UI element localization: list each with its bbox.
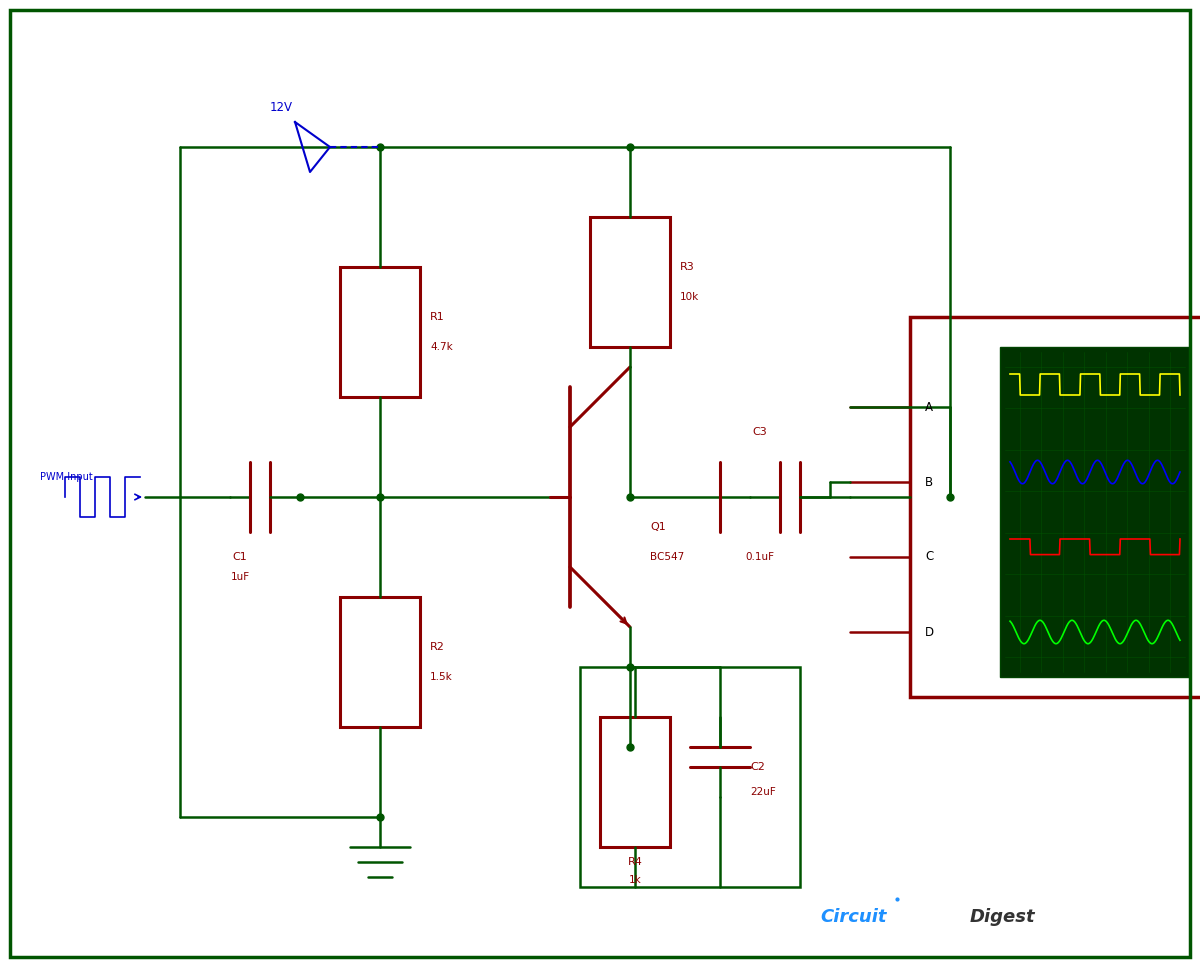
Bar [1000,347,1190,677]
Bar [340,597,420,727]
Text: R2: R2 [430,642,445,652]
Text: R3: R3 [680,262,695,272]
Text: 1.5k: 1.5k [430,672,452,682]
Text: C1: C1 [233,552,247,562]
Text: 1uF: 1uF [230,572,250,582]
Text: R1: R1 [430,312,445,322]
Text: PWM Input: PWM Input [40,472,92,482]
Text: C: C [925,550,934,564]
Text: BC547: BC547 [650,552,684,562]
Text: R4: R4 [628,857,642,867]
Text: 4.7k: 4.7k [430,342,452,352]
Bar [340,267,420,397]
Text: D: D [925,626,934,638]
Text: 0.1uF: 0.1uF [745,552,774,562]
Bar [580,667,800,887]
Text: Circuit: Circuit [820,908,887,926]
Text: 10k: 10k [680,292,700,302]
Bar [590,217,670,347]
Bar [910,317,1200,697]
Text: Digest: Digest [970,908,1036,926]
Text: 1k: 1k [629,875,641,885]
Text: 12V: 12V [270,101,293,113]
Text: C3: C3 [752,427,767,437]
Text: A: A [925,400,932,414]
Text: B: B [925,476,934,488]
Text: C2: C2 [750,762,764,772]
Text: 22uF: 22uF [750,787,775,797]
Text: Q1: Q1 [650,522,666,532]
Bar [600,717,670,847]
